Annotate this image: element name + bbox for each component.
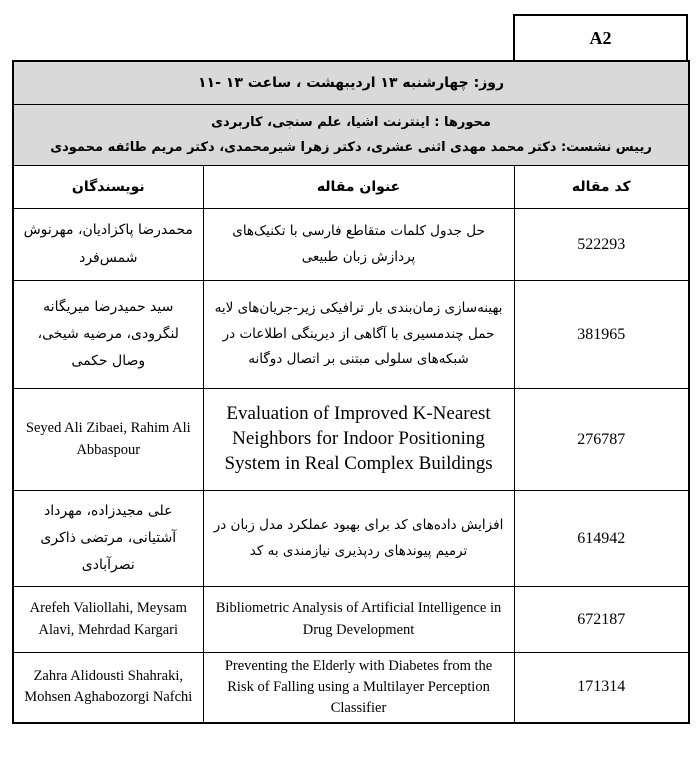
paper-row: 276787 Evaluation of Improved K-Nearest …	[12, 388, 690, 491]
paper-title-cell: حل جدول کلمات متقاطع فارسی با تکنیک‌های …	[202, 208, 515, 281]
paper-authors-cell: Zahra Alidousti Shahraki, Mohsen Aghaboz…	[12, 652, 204, 723]
paper-code-cell: 381965	[513, 280, 690, 389]
paper-title-cell: Preventing the Elderly with Diabetes fro…	[202, 652, 515, 723]
session-code-badge: A2	[513, 14, 688, 60]
paper-title-cell: Evaluation of Improved K-Nearest Neighbo…	[202, 388, 515, 491]
column-header-title: عنوان مقاله	[202, 165, 515, 209]
session-datetime: روز: چهارشنبه ۱۳ اردیبهشت ، ساعت ۱۳ -۱۱	[12, 60, 690, 105]
paper-code-cell: 522293	[513, 208, 690, 281]
paper-row: 614942 افزایش داده‌های کد برای بهبود عمل…	[12, 490, 690, 587]
session-chairs: رییس نشست: دکتر محمد مهدی اثنی عشری، دکت…	[50, 140, 652, 155]
paper-authors-cell: علی مجیدزاده، مهرداد آشتیانی، مرتضی ذاکر…	[12, 490, 204, 587]
paper-row: 171314 Preventing the Elderly with Diabe…	[12, 652, 690, 723]
session-meta-row: محورها : اینترنت اشیا، علم سنجی، کاربردی…	[12, 104, 690, 166]
paper-code-cell: 171314	[513, 652, 690, 723]
paper-code-cell: 276787	[513, 388, 690, 491]
column-header-row: کد مقاله عنوان مقاله نویسندگان	[12, 165, 690, 209]
session-meta-cell: محورها : اینترنت اشیا، علم سنجی، کاربردی…	[12, 104, 690, 166]
session-code-row: A2	[12, 0, 688, 60]
paper-title-cell: افزایش داده‌های کد برای بهبود عملکرد مدل…	[202, 490, 515, 587]
paper-authors-cell: سید حمیدرضا میریگانه لنگرودی، مرضیه شیخی…	[12, 280, 204, 389]
paper-authors-cell: Seyed Ali Zibaei, Rahim Ali Abbaspour	[12, 388, 204, 491]
paper-code-cell: 614942	[513, 490, 690, 587]
paper-authors-cell: Arefeh Valiollahi, Meysam Alavi, Mehrdad…	[12, 586, 204, 653]
paper-row: 672187 Bibliometric Analysis of Artifici…	[12, 586, 690, 653]
session-datetime-row: روز: چهارشنبه ۱۳ اردیبهشت ، ساعت ۱۳ -۱۱	[12, 60, 690, 105]
column-header-code: کد مقاله	[513, 165, 690, 209]
session-tracks: محورها : اینترنت اشیا، علم سنجی، کاربردی	[211, 114, 491, 130]
paper-title-cell: بهینه‌سازی زمان‌بندی بار ترافیکی زیر-جری…	[202, 280, 515, 389]
program-sheet: A2 روز: چهارشنبه ۱۳ اردیبهشت ، ساعت ۱۳ -…	[12, 0, 691, 724]
paper-title-cell: Bibliometric Analysis of Artificial Inte…	[202, 586, 515, 653]
paper-code-cell: 672187	[513, 586, 690, 653]
paper-row: 522293 حل جدول کلمات متقاطع فارسی با تکن…	[12, 208, 690, 281]
paper-authors-cell: محمدرضا پاکزادیان، مهرنوش شمس‌فرد	[12, 208, 204, 281]
column-header-authors: نویسندگان	[12, 165, 204, 209]
paper-row: 381965 بهینه‌سازی زمان‌بندی بار ترافیکی …	[12, 280, 690, 389]
session-schedule-table: روز: چهارشنبه ۱۳ اردیبهشت ، ساعت ۱۳ -۱۱ …	[12, 60, 691, 724]
